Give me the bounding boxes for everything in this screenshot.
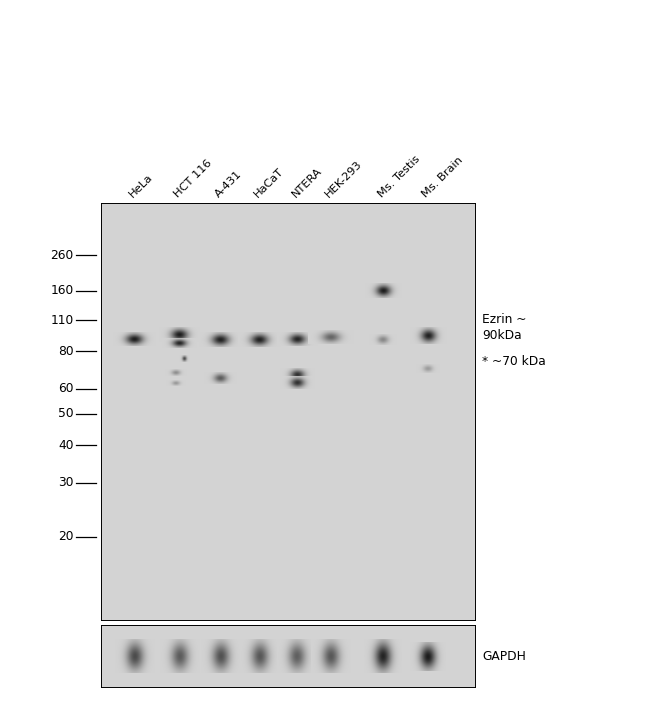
Text: Ms. Testis: Ms. Testis	[376, 154, 421, 200]
Text: 40: 40	[58, 439, 73, 451]
Text: HCT 116: HCT 116	[172, 158, 214, 200]
Text: * ~70 kDa: * ~70 kDa	[482, 355, 546, 368]
Text: HeLa: HeLa	[127, 172, 155, 200]
Text: Ezrin ~
90kDa: Ezrin ~ 90kDa	[482, 313, 526, 341]
Text: 110: 110	[50, 313, 73, 327]
Text: 20: 20	[58, 531, 73, 543]
Text: 30: 30	[58, 476, 73, 489]
Text: HaCaT: HaCaT	[252, 166, 286, 200]
Text: Ms. Brain: Ms. Brain	[421, 156, 465, 200]
Text: GAPDH: GAPDH	[482, 650, 526, 662]
Text: A-431: A-431	[213, 169, 244, 200]
Text: 80: 80	[58, 345, 73, 358]
Text: NTERA: NTERA	[290, 166, 324, 200]
Text: 50: 50	[58, 407, 73, 421]
Text: 160: 160	[50, 285, 73, 297]
Text: 260: 260	[50, 249, 73, 262]
Text: 60: 60	[58, 383, 73, 395]
Text: HEK-293: HEK-293	[324, 159, 364, 200]
